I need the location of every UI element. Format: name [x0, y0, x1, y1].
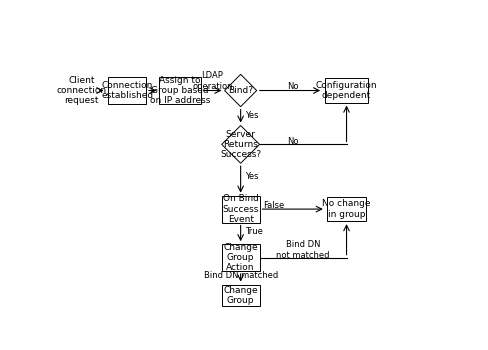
Text: No: No	[287, 137, 299, 146]
Text: Yes: Yes	[245, 111, 259, 120]
Bar	[222, 244, 260, 271]
Text: Yes: Yes	[245, 172, 259, 181]
Bar	[325, 78, 368, 103]
Text: Client
connection
request: Client connection request	[57, 76, 107, 105]
Bar	[222, 196, 260, 223]
Bar	[326, 197, 366, 221]
Text: No: No	[287, 82, 299, 91]
Text: Bind?: Bind?	[228, 86, 253, 95]
Polygon shape	[222, 126, 260, 163]
Text: On Bind
Success
Event: On Bind Success Event	[223, 194, 259, 224]
Polygon shape	[224, 74, 257, 107]
Bar	[159, 77, 201, 104]
Text: True: True	[245, 227, 263, 236]
Text: Connection
established: Connection established	[101, 81, 153, 100]
Bar	[222, 285, 260, 306]
Text: False: False	[264, 201, 285, 210]
Text: No change
in group: No change in group	[322, 199, 371, 219]
Text: LDAP
operation: LDAP operation	[192, 71, 232, 91]
Text: Bind DN
not matched: Bind DN not matched	[276, 240, 330, 260]
Text: Assign to
Group based
on IP address: Assign to Group based on IP address	[150, 76, 210, 105]
Text: Change
Group: Change Group	[224, 286, 258, 305]
Text: Server
Returns
Success?: Server Returns Success?	[220, 130, 261, 159]
Text: Bind DN matched: Bind DN matched	[203, 272, 278, 280]
Bar	[108, 77, 146, 104]
Text: Change
Group
Action: Change Group Action	[224, 243, 258, 273]
Text: Configuration
dependent: Configuration dependent	[316, 81, 377, 100]
